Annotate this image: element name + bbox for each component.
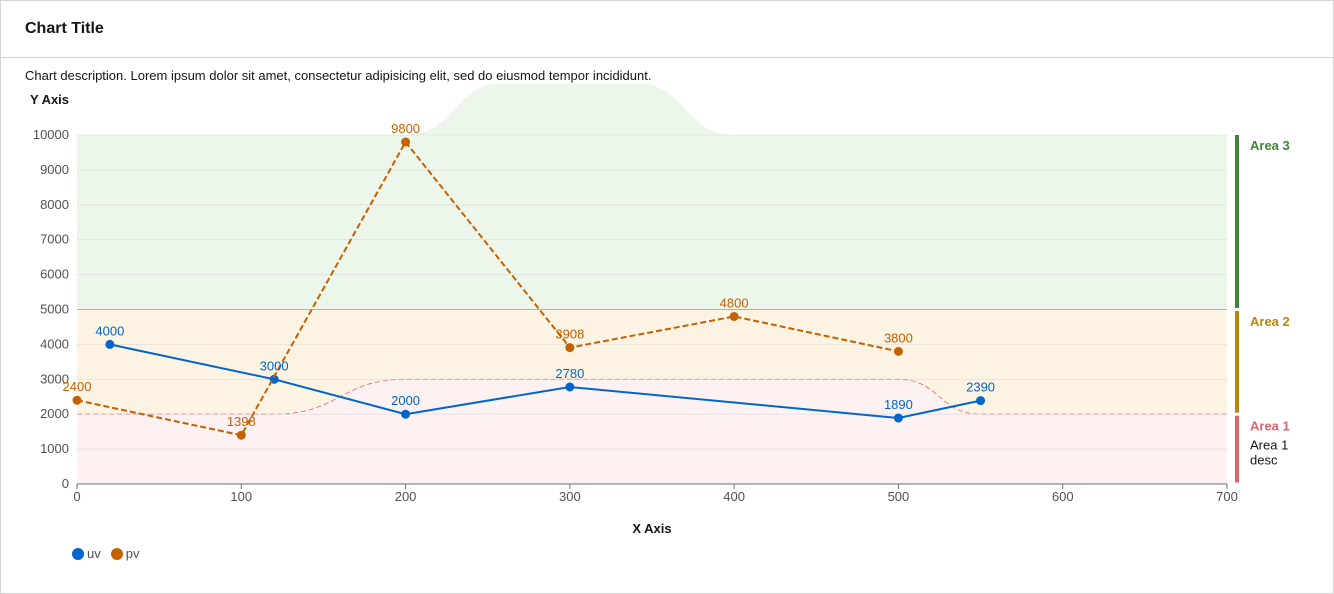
legend-item-uv[interactable]: uv: [72, 546, 101, 561]
data-label-pv: 3908: [555, 327, 584, 342]
x-tick-label: 200: [395, 489, 417, 504]
y-tick-label: 5000: [40, 302, 69, 317]
threshold-label-area-1: Area 1: [1250, 419, 1290, 434]
y-tick-label: 10000: [33, 127, 69, 142]
threshold-bar-area-3: [1235, 135, 1239, 308]
area-1-fill: [77, 379, 1227, 484]
x-tick-label: 300: [559, 489, 581, 504]
data-point-pv[interactable]: [236, 430, 246, 440]
chart-title: Chart Title: [25, 20, 104, 37]
x-tick-label: 500: [888, 489, 910, 504]
y-tick-label: 1000: [40, 441, 69, 456]
series-lines: [72, 137, 986, 440]
card-header: Chart Title: [1, 1, 1333, 58]
data-point-pv[interactable]: [565, 343, 575, 353]
y-tick-label: 4000: [40, 336, 69, 351]
y-tick-label: 0: [62, 476, 69, 491]
data-point-uv[interactable]: [565, 382, 575, 392]
series-line-pv: [76, 140, 899, 437]
x-tick-label: 0: [73, 489, 80, 504]
data-label-uv: 2780: [555, 366, 584, 381]
data-label-uv: 1890: [884, 397, 913, 412]
data-point-pv[interactable]: [729, 311, 739, 321]
y-axis-label: Y Axis: [30, 92, 69, 107]
data-label-uv: 2390: [966, 380, 995, 395]
data-label-pv: 9800: [391, 121, 420, 136]
series-line-uv: [109, 343, 981, 420]
legend-label-uv: uv: [87, 546, 101, 561]
area-3-fill: [77, 84, 1227, 310]
threshold-areas: [77, 84, 1227, 484]
chart-legend: uv pv: [72, 546, 139, 561]
data-point-pv[interactable]: [72, 395, 82, 405]
data-point-uv[interactable]: [893, 413, 903, 423]
legend-item-pv[interactable]: pv: [110, 546, 140, 561]
data-label-uv: 4000: [95, 323, 124, 338]
y-tick-label: 6000: [40, 267, 69, 282]
legend-swatch-pv: [110, 547, 123, 560]
legend-label-pv: pv: [125, 546, 140, 561]
y-tick-label: 8000: [40, 197, 69, 212]
data-point-uv[interactable]: [976, 396, 986, 406]
x-tick-label: 600: [1052, 489, 1074, 504]
x-tick-label: 100: [230, 489, 252, 504]
grid-lines: [77, 134, 1227, 450]
axes: 0100020003000400050006000700080009000100…: [33, 127, 1238, 504]
x-tick-label: 700: [1216, 489, 1238, 504]
threshold-bar-area-2: [1235, 311, 1239, 413]
y-tick-label: 7000: [40, 232, 69, 247]
x-axis-label: X Axis: [632, 521, 671, 534]
data-point-pv[interactable]: [893, 346, 903, 356]
data-point-uv[interactable]: [105, 339, 115, 349]
data-label-pv: 1398: [227, 414, 256, 429]
y-tick-label: 3000: [40, 371, 69, 386]
line-chart: 0100020003000400050006000700080009000100…: [30, 84, 1290, 534]
y-tick-label: 9000: [40, 162, 69, 177]
threshold-legend: Area 1 Area 1 desc Area 2 Area 3: [1235, 135, 1290, 483]
x-tick-label: 400: [723, 489, 745, 504]
threshold-label-area-2: Area 2: [1250, 314, 1290, 329]
data-labels: 4000 3000 2000 2780 1890 2390 2400 1398 9800 3908…: [63, 121, 995, 429]
data-point-uv[interactable]: [401, 409, 411, 419]
legend-swatch-uv: [72, 547, 84, 560]
threshold-desc-area-1: Area 1 desc: [1250, 438, 1288, 468]
data-point-pv[interactable]: [401, 137, 411, 147]
data-label-pv: 4800: [720, 295, 749, 310]
chart-description: Chart description. Lorem ipsum dolor sit…: [25, 68, 652, 83]
y-tick-label: 2000: [40, 406, 69, 421]
threshold-label-area-3: Area 3: [1250, 138, 1290, 153]
data-label-uv: 3000: [260, 358, 289, 373]
threshold-bar-area-1: [1235, 415, 1239, 483]
data-label-uv: 2000: [391, 393, 420, 408]
data-label-pv: 2400: [63, 379, 92, 394]
data-label-pv: 3800: [884, 330, 913, 345]
